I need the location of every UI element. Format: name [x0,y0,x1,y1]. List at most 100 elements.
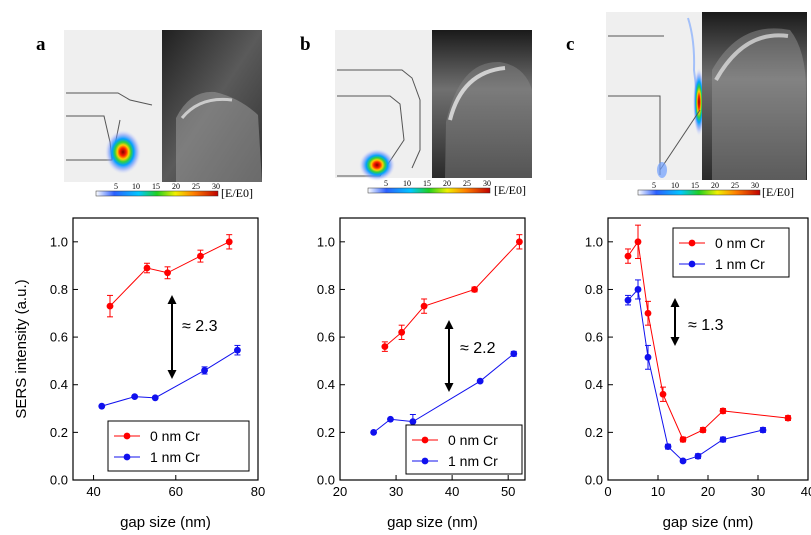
colorbar-b-tick-30: 30 [483,179,491,188]
data-point-blue [679,457,687,465]
chart-b: 0.0 0.2 0.4 0.6 0.8 1.0 20 30 40 50 gap size (nm) ≈… [317,217,526,531]
series-line-blue [373,353,515,433]
arrow-head-up [670,298,680,307]
colorbar-b-tick-15: 15 [423,179,431,188]
y-tick-label: 0.4 [50,377,68,392]
data-point-red [471,286,478,293]
data-point-red [381,343,389,351]
data-point-blue [387,415,394,423]
x-tick-label: 40 [801,484,811,499]
data-point-red [515,238,523,246]
colorbar-c [637,189,761,196]
colorbar-b [367,187,491,194]
colorbar-c-unit: [E/E0] [762,185,794,199]
legend-box [107,420,250,472]
legend-label: 0 nm Cr [715,235,765,251]
data-point-red [225,238,233,246]
panel-letter-b: b [300,34,311,55]
x-tick-label: 0 [604,484,611,499]
y-tick-label: 1.0 [585,234,603,249]
y-tick-label: 0.6 [50,330,68,345]
data-point-red [624,252,632,260]
data-point-blue [201,367,208,374]
colorbar-b-tick-20: 20 [443,179,451,188]
legend-box [405,424,523,475]
data-point-blue [476,377,484,385]
series-line-red [384,241,520,347]
colorbar-a-tick-25: 25 [192,182,200,191]
chart-a: 0.0 0.2 0.4 0.6 0.8 1.0 40 60 80 gap size (nm) SER… [13,217,265,531]
x-tick-label: 10 [651,484,665,499]
plot-frame [339,217,526,481]
data-point-blue [624,296,632,304]
colorbar-c-tick-30: 30 [751,181,759,190]
legend-label: 1 nm Cr [448,453,498,469]
inset-simulation-c [606,12,807,180]
inset-simulation-b [335,30,532,181]
y-tick-label: 0.6 [317,330,335,345]
data-point-blue [98,402,106,410]
data-point-red [634,238,642,246]
colorbar-a-tick-20: 20 [172,182,180,191]
panel-letter-c: c [566,34,574,55]
colorbar-a-tick-15: 15 [152,182,160,191]
colorbar-b-tick-5: 5 [384,179,388,188]
legend-box [672,227,790,278]
y-tick-label: 1.0 [50,234,68,249]
y-tick-label: 0.8 [317,282,335,297]
data-point-red [164,269,171,277]
y-tick-label: 0.8 [50,282,68,297]
colorbar-a [95,190,219,197]
colorbar-b-unit: [E/E0] [494,183,526,197]
x-tick-label: 20 [333,484,347,499]
y-tick-label: 0.6 [585,330,603,345]
inset-simulation-a [64,30,262,182]
legend-swatch-marker [421,436,429,444]
legend-swatch-marker [123,432,131,440]
chart-c: 0.0 0.2 0.4 0.6 0.8 1.0 0 10 20 30 40 gap size (nm)… [585,217,811,531]
ratio-annotation: ≈ 2.2 [460,340,496,357]
legend-swatch-marker [688,239,696,247]
ratio-annotation: ≈ 1.3 [688,317,724,334]
data-point-red [398,328,406,336]
legend-label: 1 nm Cr [150,449,200,465]
colorbar-a-tick-30: 30 [212,182,220,191]
data-point-red [420,302,428,310]
panel-letter-a: a [36,34,46,55]
data-point-red [679,436,687,443]
data-point-blue [131,393,139,401]
data-point-blue [409,418,417,426]
data-point-blue [664,443,672,451]
legend-label: 1 nm Cr [715,256,765,272]
legend-swatch-marker [688,260,696,268]
x-tick-label: 40 [445,484,459,499]
x-tick-label: 80 [251,484,265,499]
data-point-blue [234,346,241,354]
series-line-blue [627,288,764,462]
y-axis-label: SERS intensity (a.u.) [13,279,30,418]
data-point-red [644,309,652,317]
arrow-head-down [670,337,680,346]
y-tick-label: 0.2 [585,425,603,440]
ratio-annotation: ≈ 2.3 [182,318,218,335]
x-axis-label: gap size (nm) [387,514,478,531]
colorbar-a-tick-5: 5 [114,182,118,191]
data-point-blue [694,452,702,460]
plot-frame [72,217,259,481]
arrow-head-down [167,370,177,379]
colorbar-c-tick-25: 25 [731,181,739,190]
data-point-red [699,426,707,434]
colorbar-c-tick-10: 10 [671,181,679,190]
legend-label: 0 nm Cr [150,428,200,444]
colorbar-c-tick-15: 15 [691,181,699,190]
data-point-red [106,302,114,310]
colorbar-c-tick-20: 20 [711,181,719,190]
x-tick-label: 20 [701,484,715,499]
y-tick-label: 1.0 [317,234,335,249]
y-tick-label: 0.0 [585,473,603,488]
x-tick-label: 60 [169,484,183,499]
data-point-blue [634,286,642,293]
y-tick-label: 0.4 [317,377,335,392]
colorbar-b-tick-25: 25 [463,179,471,188]
